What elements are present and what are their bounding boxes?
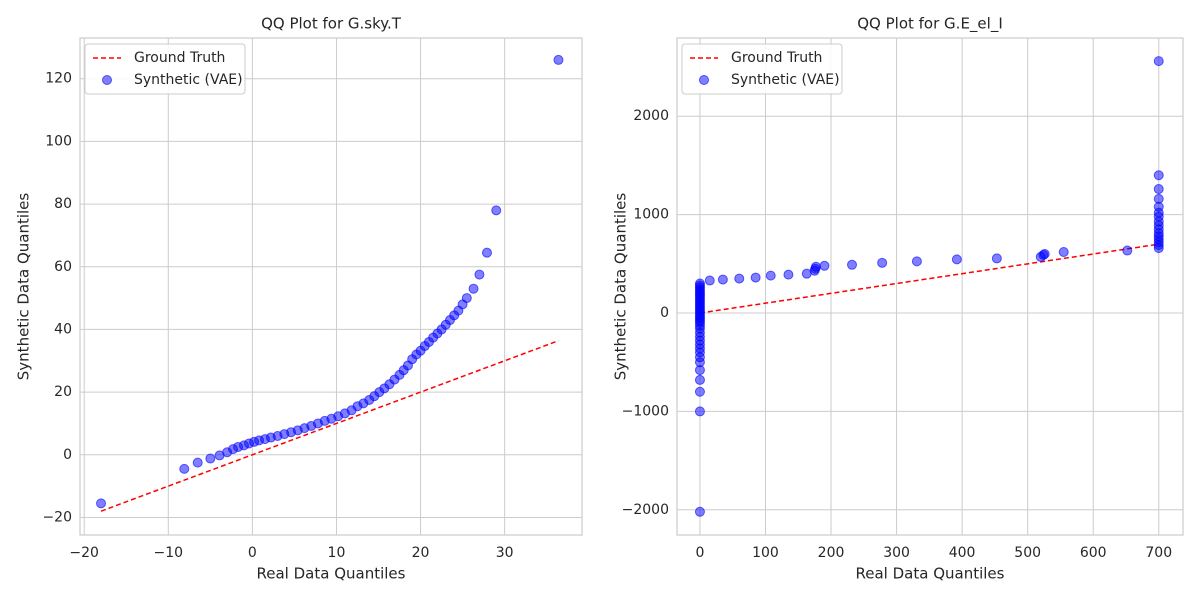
scatter-point (1122, 245, 1133, 256)
scatter-point (1153, 170, 1164, 181)
y-tick-label: 1000 (633, 207, 669, 223)
y-tick-label: −20 (42, 509, 72, 525)
scatter-point (491, 205, 502, 216)
y-tick-label: 20 (54, 384, 72, 400)
legend-label: Synthetic (VAE) (731, 72, 840, 88)
y-tick-label: −2000 (622, 502, 669, 518)
scatter-point (819, 260, 830, 271)
x-tick-label: 0 (695, 545, 704, 561)
y-tick-label: 80 (54, 196, 72, 212)
scatter-point (765, 270, 776, 281)
y-tick-label: 0 (660, 305, 669, 321)
scatter-point (694, 365, 705, 376)
scatter-point (96, 498, 107, 509)
y-tick-label: 60 (54, 259, 72, 275)
x-tick-label: 400 (949, 545, 976, 561)
scatter-point (704, 275, 715, 286)
legend-swatch (102, 75, 112, 85)
x-tick-label: −10 (154, 545, 184, 561)
x-tick-label: 500 (1014, 545, 1041, 561)
scatter-point (1153, 56, 1164, 67)
legend-label: Ground Truth (134, 50, 225, 66)
scatter-point (481, 247, 492, 258)
x-tick-label: 600 (1080, 545, 1107, 561)
x-axis-label: Real Data Quantiles (257, 565, 406, 583)
y-tick-label: −1000 (622, 403, 669, 419)
scatter-point (192, 457, 203, 468)
x-tick-label: −20 (69, 545, 99, 561)
scatter-point (717, 274, 728, 285)
scatter-point (847, 259, 858, 270)
legend-label: Ground Truth (731, 50, 822, 66)
chart-title: QQ Plot for G.sky.T (261, 15, 402, 33)
x-axis-label: Real Data Quantiles (856, 565, 1005, 583)
scatter-point (694, 506, 705, 517)
x-tick-label: 10 (328, 545, 346, 561)
scatter-point (461, 293, 472, 304)
scatter-point (553, 54, 564, 65)
y-tick-label: 2000 (633, 108, 669, 124)
scatter-point (205, 453, 216, 464)
y-axis-label: Synthetic Data Quantiles (15, 193, 33, 381)
scatter-point (474, 269, 485, 280)
scatter-point (783, 269, 794, 280)
y-axis-label: Synthetic Data Quantiles (612, 193, 630, 381)
plot-frame (79, 37, 583, 536)
reference-line (100, 340, 559, 512)
y-tick-label: 0 (63, 447, 72, 463)
legend-swatch (699, 75, 709, 85)
scatter-point (810, 261, 821, 272)
subplot: QQ Plot for G.sky.T −20 −10 0 10 20 30 −20 0 20 40… (15, 15, 583, 583)
scatter-point (734, 273, 745, 284)
plot-frame (676, 37, 1184, 536)
scatter-point (468, 283, 479, 294)
scatter-point (877, 257, 888, 268)
scatter-point (911, 256, 922, 267)
scatter-point (1058, 247, 1069, 258)
scatter-point (951, 254, 962, 265)
legend-box (84, 43, 246, 95)
chart-title: QQ Plot for G.E_el_I (857, 15, 1003, 34)
x-tick-label: 20 (412, 545, 430, 561)
scatter-point (694, 374, 705, 385)
y-tick-label: 100 (45, 133, 72, 149)
scatter-point (1153, 184, 1164, 195)
x-tick-label: 30 (496, 545, 514, 561)
legend-box (681, 43, 843, 95)
scatter-point (694, 406, 705, 417)
scatter-point (694, 386, 705, 397)
x-tick-label: 300 (883, 545, 910, 561)
scatter-point (179, 463, 190, 474)
scatter-point (1153, 193, 1164, 204)
scatter-point (750, 272, 761, 283)
x-tick-label: 100 (752, 545, 779, 561)
legend-label: Synthetic (VAE) (134, 72, 243, 88)
reference-line (699, 243, 1159, 314)
x-tick-label: 200 (818, 545, 845, 561)
x-tick-label: 700 (1145, 545, 1172, 561)
scatter-point (991, 253, 1002, 264)
scatter-point (1039, 248, 1050, 259)
x-tick-label: 0 (248, 545, 257, 561)
y-tick-label: 120 (45, 71, 72, 87)
y-tick-label: 40 (54, 321, 72, 337)
subplot: QQ Plot for G.E_el_I 0 100 200 300 400 500 600 7… (612, 15, 1184, 583)
